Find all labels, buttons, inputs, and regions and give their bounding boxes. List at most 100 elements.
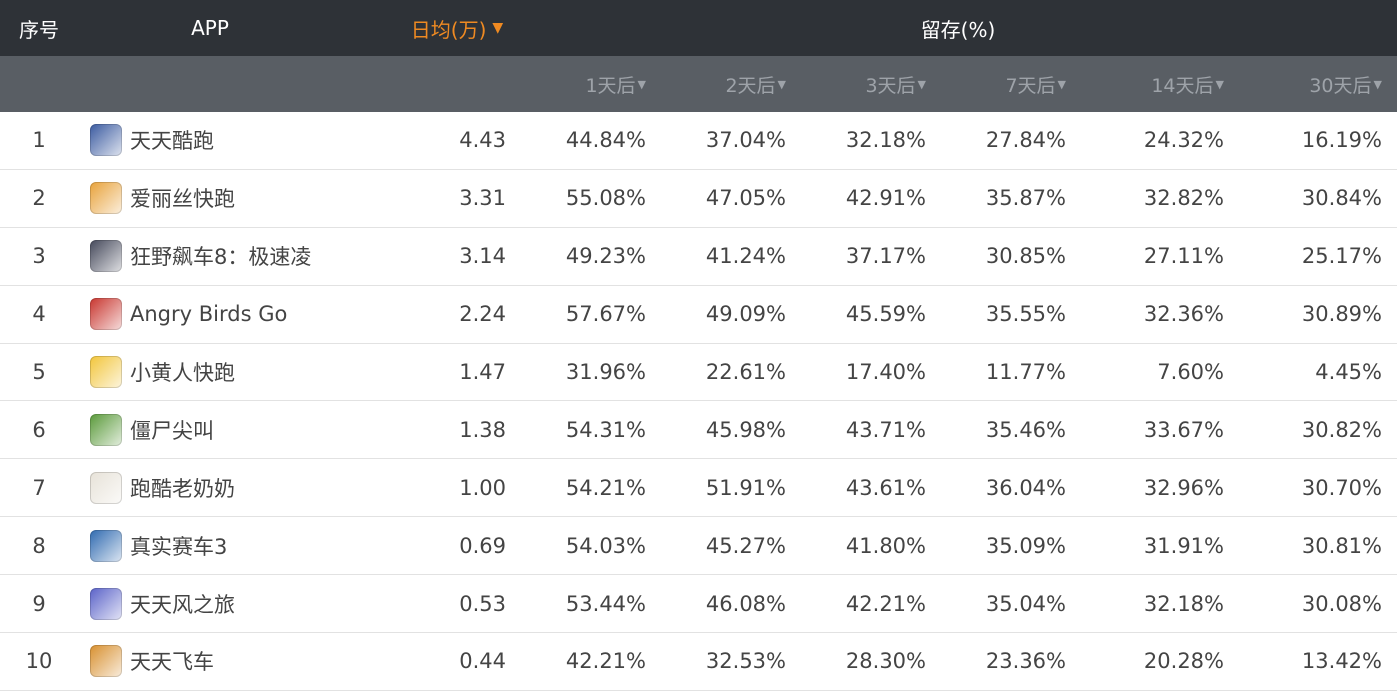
retention-day7-cell: 35.55% xyxy=(985,302,1066,327)
retention-col-sort-2[interactable]: 3天后 ▼ xyxy=(820,56,926,112)
table-row[interactable]: 9 天天风之旅 0.53 53.44% 46.08% 42.21% 35.04% 32.18%… xyxy=(0,575,1397,634)
retention-day3-cell: 43.61% xyxy=(845,475,926,500)
retention-day1-cell: 44.84% xyxy=(565,128,646,153)
retention-day14-cell: 33.67% xyxy=(1143,417,1224,442)
daily-avg-cell: 1.47 xyxy=(459,360,506,384)
app-name: 跑酷老奶奶 xyxy=(130,476,235,501)
table-header: 序号 APP 日均(万) ▼ 留存(%) xyxy=(0,0,1397,56)
retention-day1-cell: 54.03% xyxy=(565,533,646,558)
retention-day2-cell: 32.53% xyxy=(705,649,786,674)
retention-col-label: 3天后 xyxy=(865,74,916,97)
app-cell[interactable]: 天天风之旅 xyxy=(90,575,312,632)
retention-day14-cell: 27.11% xyxy=(1143,244,1224,269)
app-cell[interactable]: 真实赛车3 xyxy=(90,517,312,574)
retention-col-sort-3[interactable]: 7天后 ▼ xyxy=(960,56,1066,112)
retention-col-label: 30天后 xyxy=(1309,74,1372,97)
retention-day1-cell: 55.08% xyxy=(565,186,646,211)
app-cell[interactable]: 天天酷跑 xyxy=(90,112,312,169)
app-cell[interactable]: 僵尸尖叫 xyxy=(90,401,312,458)
header-retention: 留存(%) xyxy=(920,17,996,42)
table-row[interactable]: 7 跑酷老奶奶 1.00 54.21% 51.91% 43.61% 36.04% 32.96%… xyxy=(0,459,1397,518)
granny-run-icon xyxy=(90,471,122,504)
retention-day14-cell: 20.28% xyxy=(1143,649,1224,674)
app-name: 天天飞车 xyxy=(130,650,214,675)
retention-day1-cell: 31.96% xyxy=(565,360,646,384)
retention-day1-cell: 54.31% xyxy=(565,417,646,442)
retention-day7-cell: 35.87% xyxy=(985,186,1066,211)
retention-day30-cell: 4.45% xyxy=(1315,360,1382,384)
retention-day30-cell: 30.08% xyxy=(1301,591,1382,616)
table-row[interactable]: 8 真实赛车3 0.69 54.03% 45.27% 41.80% 35.09% 31.91%… xyxy=(0,517,1397,576)
app-cell[interactable]: 小黄人快跑 xyxy=(90,344,312,401)
retention-day30-cell: 13.42% xyxy=(1301,649,1382,674)
retention-col-label: 2天后 xyxy=(725,74,776,97)
retention-day3-cell: 17.40% xyxy=(845,360,926,384)
app-name: 僵尸尖叫 xyxy=(130,418,214,443)
retention-day1-cell: 49.23% xyxy=(565,244,646,269)
tiantian-kupao-icon xyxy=(90,124,122,157)
table-row[interactable]: 2 爱丽丝快跑 3.31 55.08% 47.05% 42.91% 35.87% 32.82%… xyxy=(0,170,1397,228)
app-name: 狂野飙车8：极速凌 xyxy=(130,245,312,270)
rank-cell: 9 xyxy=(32,591,46,616)
retention-day14-cell: 7.60% xyxy=(1157,360,1224,384)
retention-day7-cell: 30.85% xyxy=(985,244,1066,269)
retention-day14-cell: 32.82% xyxy=(1143,186,1224,211)
app-cell[interactable]: 狂野飙车8：极速凌 xyxy=(90,228,312,285)
minion-rush-icon xyxy=(90,356,122,388)
retention-day1-cell: 54.21% xyxy=(565,475,646,500)
rank-cell: 3 xyxy=(32,244,46,269)
retention-day3-cell: 42.21% xyxy=(845,591,926,616)
daily-avg-cell: 2.24 xyxy=(459,302,506,327)
table-row[interactable]: 5 小黄人快跑 1.47 31.96% 22.61% 17.40% 11.77% 7.60% 4… xyxy=(0,344,1397,402)
table-body: 1 天天酷跑 4.43 44.84% 37.04% 32.18% 27.84% 24.32% 1… xyxy=(0,112,1397,691)
retention-day7-cell: 23.36% xyxy=(985,649,1066,674)
retention-day7-cell: 35.46% xyxy=(985,417,1066,442)
header-index: 序号 xyxy=(19,17,59,42)
app-cell[interactable]: 跑酷老奶奶 xyxy=(90,459,312,516)
header-daily-avg-sort[interactable]: 日均(万) ▼ xyxy=(404,0,510,56)
sort-arrow-icon: ▼ xyxy=(1215,77,1224,91)
sort-desc-icon: ▼ xyxy=(492,20,504,36)
retention-day30-cell: 25.17% xyxy=(1301,244,1382,269)
rank-cell: 5 xyxy=(32,360,46,384)
daily-avg-cell: 4.43 xyxy=(459,128,506,153)
table-row[interactable]: 6 僵尸尖叫 1.38 54.31% 45.98% 43.71% 35.46% 33.67% 3… xyxy=(0,401,1397,460)
daily-avg-cell: 0.69 xyxy=(459,533,506,558)
retention-col-sort-1[interactable]: 2天后 ▼ xyxy=(680,56,786,112)
retention-day2-cell: 46.08% xyxy=(705,591,786,616)
retention-col-sort-5[interactable]: 30天后 ▼ xyxy=(1276,56,1382,112)
retention-day2-cell: 41.24% xyxy=(705,244,786,269)
wind-journey-icon xyxy=(90,587,122,620)
retention-day7-cell: 27.84% xyxy=(985,128,1066,153)
app-cell[interactable]: 天天飞车 xyxy=(90,633,312,690)
daily-avg-cell: 3.31 xyxy=(459,186,506,211)
app-cell[interactable]: Angry Birds Go xyxy=(90,286,312,343)
retention-day3-cell: 37.17% xyxy=(845,244,926,269)
daily-avg-cell: 0.44 xyxy=(459,649,506,674)
table-row[interactable]: 3 狂野飙车8：极速凌 3.14 49.23% 41.24% 37.17% 30.85% 27… xyxy=(0,228,1397,286)
table-row[interactable]: 4 Angry Birds Go 2.24 57.67% 49.09% 45.59% 35.… xyxy=(0,286,1397,344)
app-name: 小黄人快跑 xyxy=(130,361,235,385)
table-row[interactable]: 1 天天酷跑 4.43 44.84% 37.04% 32.18% 27.84% 24.32% 1… xyxy=(0,112,1397,170)
retention-day14-cell: 31.91% xyxy=(1143,533,1224,558)
table-row[interactable]: 10 天天飞车 0.44 42.21% 32.53% 28.30% 23.36% 20.28%… xyxy=(0,633,1397,691)
table-subheader: 1天后 ▼ 2天后 ▼ 3天后 ▼ 7天后 ▼ 14天后 ▼ 30天后 ▼ xyxy=(0,56,1397,112)
retention-day7-cell: 35.04% xyxy=(985,591,1066,616)
retention-day1-cell: 53.44% xyxy=(565,591,646,616)
retention-day30-cell: 30.84% xyxy=(1301,186,1382,211)
retention-day3-cell: 43.71% xyxy=(845,417,926,442)
app-cell[interactable]: 爱丽丝快跑 xyxy=(90,170,312,227)
retention-day30-cell: 30.89% xyxy=(1301,302,1382,327)
retention-col-sort-0[interactable]: 1天后 ▼ xyxy=(540,56,646,112)
app-name: 真实赛车3 xyxy=(130,534,228,559)
rank-cell: 6 xyxy=(32,417,46,442)
sort-arrow-icon: ▼ xyxy=(777,77,786,91)
retention-day14-cell: 32.36% xyxy=(1143,302,1224,327)
retention-day7-cell: 35.09% xyxy=(985,533,1066,558)
retention-day3-cell: 41.80% xyxy=(845,533,926,558)
retention-day3-cell: 32.18% xyxy=(845,128,926,153)
retention-col-sort-4[interactable]: 14天后 ▼ xyxy=(1118,56,1224,112)
retention-day1-cell: 42.21% xyxy=(565,649,646,674)
sort-arrow-icon: ▼ xyxy=(1057,77,1066,91)
